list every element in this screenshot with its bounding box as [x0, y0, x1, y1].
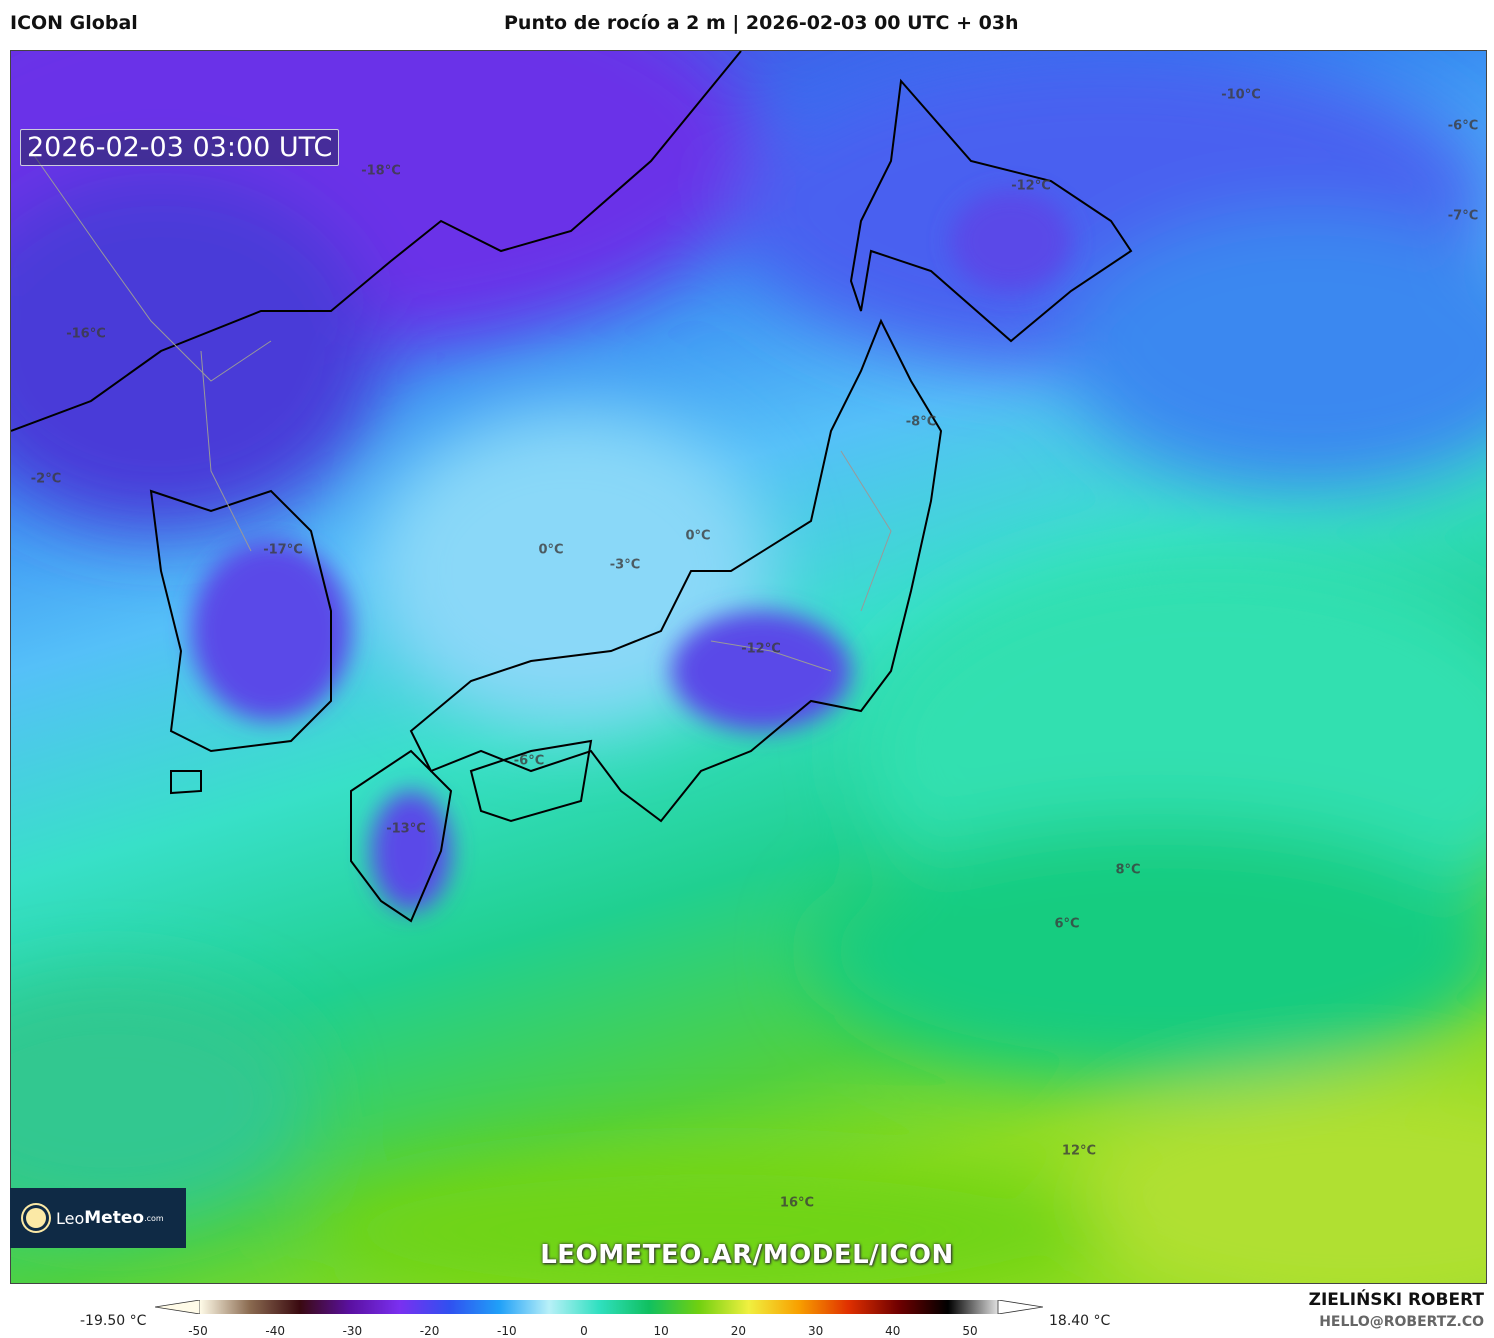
author-name: ZIELIŃSKI ROBERT [1308, 1290, 1484, 1310]
contour-label: -17°C [263, 542, 303, 558]
contour-label: -10°C [1221, 87, 1261, 103]
source-url[interactable]: LEOMETEO.AR/MODEL/ICON [540, 1240, 954, 1270]
map-title: Punto de rocío a 2 m | 2026-02-03 00 UTC… [504, 12, 1019, 34]
contour-label: 6°C [1054, 916, 1080, 932]
contour-label: 0°C [538, 542, 564, 558]
contour-label: -12°C [741, 641, 781, 657]
contour-label: -18°C [361, 163, 401, 179]
contour-label: -8°C [905, 414, 937, 430]
colorbar-tick: 10 [653, 1324, 669, 1338]
field-max: 18.40 °C [1049, 1313, 1111, 1329]
contour-label: 8°C [1115, 862, 1141, 878]
field-min: -19.50 °C [80, 1313, 147, 1329]
colorbar-tick: -20 [419, 1324, 440, 1338]
contour-label: -16°C [66, 326, 106, 342]
logo-text-com: .com [144, 1213, 164, 1223]
colorbar-tick: 0 [580, 1324, 588, 1338]
contour-label: -6°C [513, 753, 545, 769]
colorbar-tick: -50 [188, 1324, 208, 1338]
map-field [11, 51, 1486, 1283]
colorbar [155, 1300, 1043, 1314]
model-name: ICON Global [10, 12, 138, 34]
logo-text-leo: Leo [56, 1208, 85, 1228]
contour-label: -7°C [1447, 208, 1479, 224]
author-email[interactable]: HELLO@ROBERTZ.CO [1319, 1314, 1484, 1330]
colorbar-tick: -10 [496, 1324, 517, 1338]
contour-label: -13°C [386, 821, 426, 837]
colorbar-gradient [200, 1300, 998, 1314]
valid-time-stamp: 2026-02-03 03:00 UTC [20, 129, 340, 166]
colorbar-tick: 40 [885, 1324, 901, 1338]
contour-label: -3°C [609, 557, 641, 573]
colorbar-tick: -40 [265, 1324, 285, 1338]
contour-label: -2°C [30, 471, 62, 487]
leometeo-logo[interactable]: Leo Meteo .com [10, 1188, 186, 1248]
colorbar-tick: 50 [962, 1324, 978, 1338]
contour-label: 16°C [779, 1195, 815, 1211]
colorbar-tick: 30 [807, 1324, 824, 1338]
contour-label: 12°C [1061, 1143, 1097, 1159]
colorbar-tick: 20 [730, 1324, 747, 1338]
logo-text-meteo: Meteo [84, 1208, 145, 1228]
contour-label: -12°C [1011, 178, 1051, 194]
colorbar-min-arrow [155, 1300, 201, 1314]
sun-icon [26, 1208, 46, 1228]
dewpoint-map[interactable]: 2026-02-03 03:00 UTC -18°C -10°C -6°C -1… [10, 50, 1487, 1284]
contour-label: -6°C [1447, 118, 1479, 134]
colorbar-tick: -30 [342, 1324, 363, 1338]
contour-label: 0°C [685, 528, 711, 544]
colorbar-max-arrow [997, 1300, 1043, 1314]
